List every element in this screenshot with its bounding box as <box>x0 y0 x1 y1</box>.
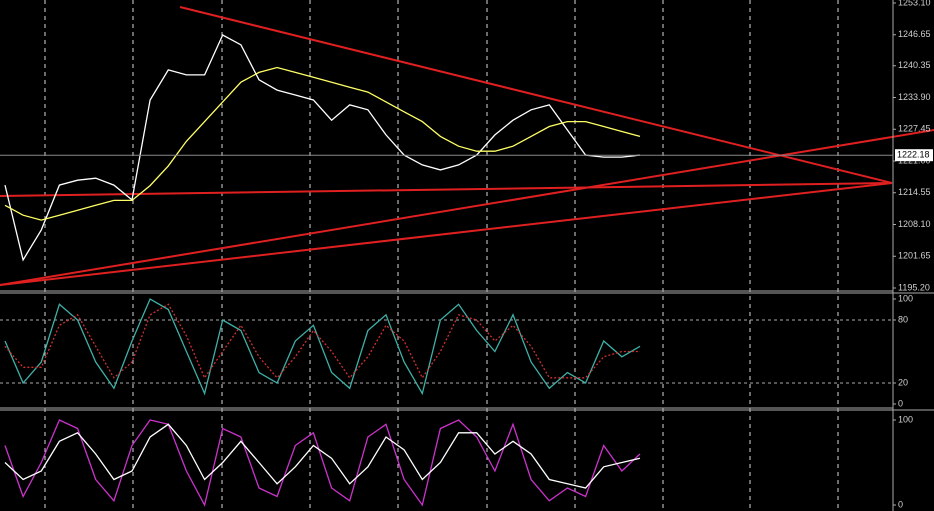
y-tick-label: 1233.90 <box>898 92 931 102</box>
y-tick-label: 1240.35 <box>898 60 931 70</box>
series-line <box>4 419 641 507</box>
y-tick-label: 100 <box>898 293 913 303</box>
y-tick-label: 1214.55 <box>898 187 931 197</box>
series-line <box>4 66 641 221</box>
y-tick-label: 1208.10 <box>898 219 931 229</box>
y-tick-label: 100 <box>898 414 913 424</box>
series-line <box>4 303 640 380</box>
y-tick-label: 1195.20 <box>898 282 930 292</box>
trendlines <box>0 6 934 286</box>
series-line <box>4 298 641 396</box>
y-tick-label: 1246.65 <box>898 29 931 39</box>
y-tick-label: 0 <box>898 398 903 408</box>
y-tick-label: 80 <box>898 314 908 324</box>
y-tick-label: 1227.45 <box>898 124 931 134</box>
series-line <box>4 423 641 489</box>
y-tick-label: 1201.65 <box>898 251 931 261</box>
y-tick-label: 1253.10 <box>898 0 931 7</box>
time-grid <box>44 0 839 511</box>
last-price-box <box>895 149 933 162</box>
series-line <box>4 34 641 262</box>
last-price-label: 1222.18 <box>897 150 930 160</box>
y-tick-label: 0 <box>898 499 903 509</box>
y-tick-label: 20 <box>898 377 908 387</box>
